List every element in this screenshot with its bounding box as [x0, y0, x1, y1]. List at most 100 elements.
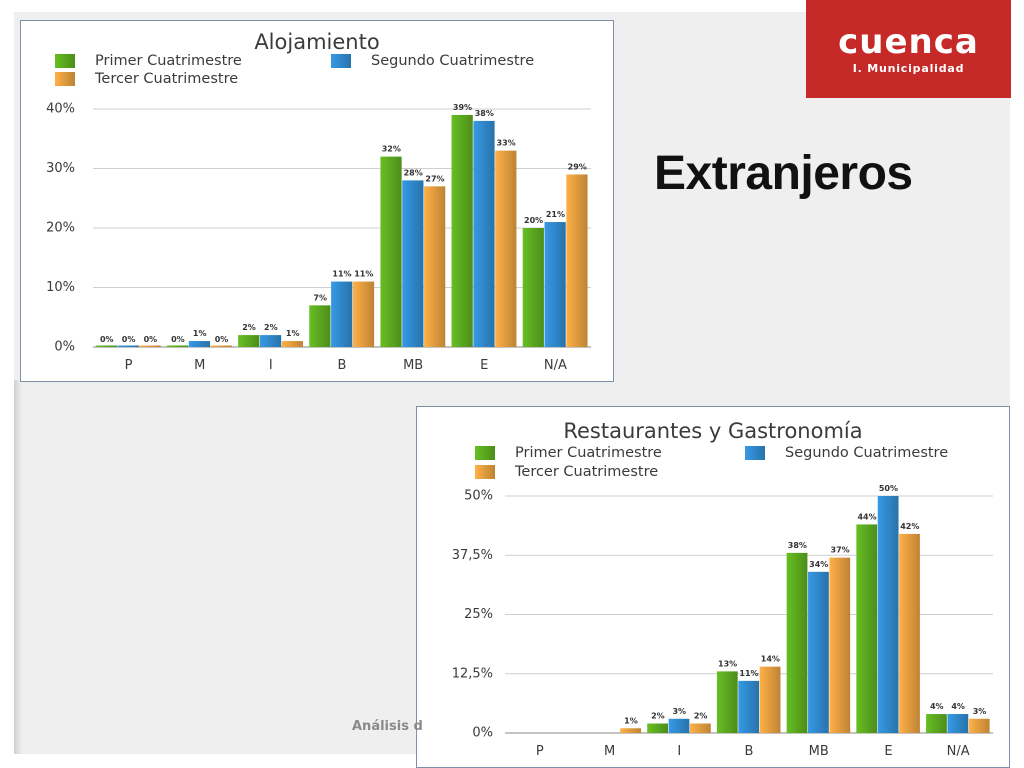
- chart2-bar: [829, 557, 851, 733]
- chart1-data-label: 27%: [425, 174, 444, 183]
- chart2-data-label: 4%: [951, 702, 965, 711]
- chart1-data-label: 20%: [524, 216, 543, 225]
- chart2-category-label: B: [745, 744, 754, 759]
- chart2-data-label: 3%: [973, 707, 987, 716]
- chart1-legend-label: Tercer Cuatrimestre: [94, 71, 238, 87]
- chart2-bar: [947, 714, 969, 733]
- chart2-data-label: 4%: [930, 702, 944, 711]
- chart2-data-label: 14%: [761, 655, 780, 664]
- chart1-bar: [380, 156, 402, 347]
- chart1-data-label: 1%: [286, 329, 300, 338]
- chart1-category-label: MB: [403, 358, 423, 373]
- chart2-data-label: 2%: [651, 712, 665, 721]
- chart-alojamiento-svg: Alojamiento Primer Cuatrimestre Segundo Cu…: [46, 30, 591, 373]
- chart1-category-label: B: [338, 358, 347, 373]
- chart2-bar: [808, 571, 829, 733]
- chart2-ytick-label: 37,5%: [452, 548, 493, 563]
- chart1-bar: [352, 281, 375, 347]
- chart1-data-label: 38%: [475, 109, 494, 118]
- chart1-bar: [210, 345, 232, 347]
- chart2-data-label: 2%: [694, 712, 708, 721]
- chart2-data-label: 11%: [739, 669, 758, 678]
- chart1-bar: [522, 228, 544, 347]
- chart-restaurantes: Restaurantes y Gastronomía Primer Cuatrim…: [416, 406, 1010, 768]
- logo-name: CUENCA: [838, 22, 979, 62]
- chart1-title: Alojamiento: [254, 30, 379, 54]
- chart1-bar: [117, 345, 139, 347]
- chart2-bar: [856, 524, 878, 733]
- chart1-data-label: 28%: [404, 168, 423, 177]
- chart2-bar: [759, 666, 781, 733]
- chart1-category-label: P: [125, 358, 133, 373]
- chart1-legend-label: Primer Cuatrimestre: [95, 53, 242, 69]
- chart2-bar: [620, 728, 642, 733]
- chart2-bar: [968, 718, 990, 733]
- chart1-bar: [402, 180, 424, 347]
- chart2-bar: [899, 533, 920, 733]
- chart1-bar: [473, 120, 495, 348]
- chart2-data-label: 34%: [809, 560, 828, 569]
- chart2-legend-swatch: [745, 446, 765, 460]
- chart1-category-label: E: [480, 358, 488, 373]
- chart1-bar: [188, 341, 211, 347]
- slide-heading: Extranjeros: [654, 147, 913, 200]
- chart2-legend-label: Tercer Cuatrimestre: [514, 464, 658, 480]
- chart2-bar: [786, 552, 808, 733]
- chart2-legend-label: Segundo Cuatrimestre: [785, 445, 948, 461]
- chart2-category-label: M: [604, 744, 615, 759]
- chart2-bar: [877, 496, 899, 733]
- chart2-data-label: 50%: [879, 484, 898, 493]
- chart1-ytick-label: 20%: [46, 221, 75, 236]
- chart1-category-label: I: [269, 358, 273, 373]
- chart2-legend-label: Primer Cuatrimestre: [515, 445, 662, 461]
- chart1-bar: [259, 335, 282, 347]
- chart1-data-label: 32%: [382, 145, 401, 154]
- chart1-data-label: 2%: [242, 323, 256, 332]
- chart1-legend-swatch: [55, 72, 75, 86]
- chart1-bar: [238, 335, 260, 347]
- chart2-ytick-label: 12,5%: [452, 666, 493, 681]
- chart1-legend-swatch: [331, 54, 351, 68]
- chart1-data-label: 21%: [546, 210, 565, 219]
- chart1-bar: [566, 174, 588, 347]
- chart1-bar: [424, 186, 446, 347]
- chart1-data-label: 0%: [171, 335, 185, 344]
- chart2-category-label: E: [884, 744, 892, 759]
- chart2-title: Restaurantes y Gastronomía: [563, 419, 862, 443]
- chart2-bar: [668, 718, 690, 733]
- chart1-bar: [281, 341, 303, 347]
- chart1-legend-label: Segundo Cuatrimestre: [371, 53, 534, 69]
- chart1-bar: [309, 305, 331, 347]
- chart1-data-label: 1%: [193, 329, 207, 338]
- chart1-category-label: N/A: [544, 358, 567, 373]
- chart1-bar: [544, 222, 566, 347]
- footer-text: Análisis d: [352, 719, 423, 734]
- chart2-data-label: 13%: [718, 659, 737, 668]
- chart2-data-label: 42%: [900, 522, 919, 531]
- chart1-legend-swatch: [55, 54, 75, 68]
- chart1-bar: [166, 345, 189, 347]
- chart2-category-label: P: [536, 744, 544, 759]
- slide-shadow: [14, 380, 22, 754]
- chart1-bar: [331, 281, 353, 347]
- chart1-data-label: 0%: [100, 335, 114, 344]
- logo-subtitle: I. Municipalidad: [852, 62, 965, 75]
- chart1-bar: [139, 345, 161, 347]
- chart2-legend-swatch: [475, 465, 495, 479]
- chart1-data-label: 0%: [144, 335, 158, 344]
- chart2-category-label: MB: [809, 744, 829, 759]
- chart1-data-label: 0%: [122, 335, 136, 344]
- chart1-data-label: 11%: [332, 270, 351, 279]
- chart2-ytick-label: 50%: [464, 489, 493, 504]
- chart1-data-label: 39%: [453, 103, 472, 112]
- chart1-data-label: 0%: [215, 335, 229, 344]
- chart2-category-label: N/A: [947, 744, 970, 759]
- chart1-ytick-label: 30%: [46, 161, 75, 176]
- chart2-bar: [689, 723, 711, 733]
- chart2-bar: [926, 714, 947, 733]
- chart2-data-label: 44%: [857, 512, 876, 521]
- chart1-data-label: 33%: [497, 139, 516, 148]
- chart1-ytick-label: 10%: [46, 280, 75, 295]
- chart2-bar: [716, 671, 738, 733]
- chart-restaurantes-svg: Restaurantes y Gastronomía Primer Cuatrim…: [452, 419, 993, 759]
